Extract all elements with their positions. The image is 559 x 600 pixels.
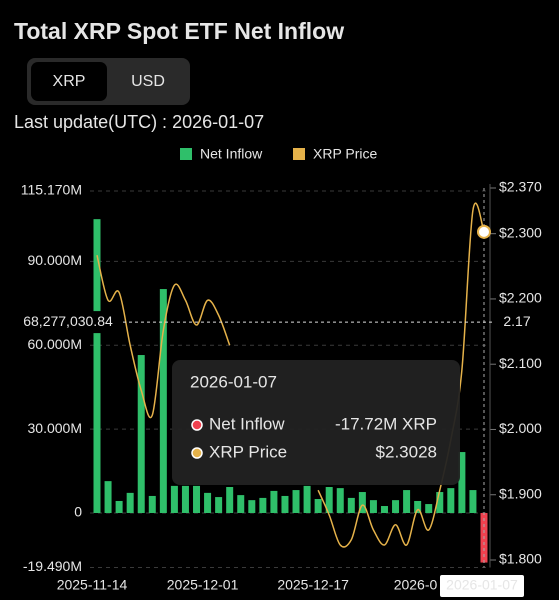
bar [403,490,411,514]
crosshair-label-bg [15,311,122,334]
y2-tick-label: $2.100 [499,355,542,371]
bar [115,500,123,514]
bar [314,499,322,514]
bar [458,452,466,514]
bar [380,506,388,514]
tab-active-bg [31,62,107,101]
y-tick-label: -19.490M [23,558,82,574]
tooltip-name: XRP Price [209,442,287,461]
bar [425,504,433,514]
y2-tick-label: $1.800 [499,551,542,567]
bar [292,490,300,514]
y2-tick-label: $1.900 [499,485,542,501]
bar [170,485,178,514]
bar [347,497,355,514]
legend-label: Net Inflow [200,146,263,162]
bar [336,488,344,514]
legend-swatch [180,148,192,160]
y2-tick-label: $2.200 [499,290,542,306]
y-tick-label: 90.000M [28,252,82,268]
bar [303,485,311,514]
crosshair-label-bg [493,311,543,334]
bar [281,495,289,514]
y-tick-label: 0 [74,504,82,520]
bar [137,355,145,514]
bar [226,487,234,514]
bar [215,497,223,514]
bar [159,289,167,514]
tab[interactable]: XRP [53,73,86,90]
legend-swatch [293,148,305,160]
last-update: Last update(UTC) : 2026-01-07 [14,112,264,132]
y-tick-label: 60.000M [28,336,82,352]
bar [181,485,189,514]
page-title: Total XRP Spot ETF Net Inflow [14,18,344,44]
price-point-highlight [476,224,491,239]
bar [270,490,278,514]
bar [469,490,477,514]
tooltip-value: -17.72M XRP [335,414,437,433]
x-tick-label: 2026-0 [394,577,438,593]
crosshair-y2-label: 2.17 [503,313,530,329]
tooltip-title: 2026-01-07 [190,372,277,391]
tooltip-dot [191,447,203,459]
bar [248,500,256,514]
bar [447,488,455,514]
y2-tick-label: $2.000 [499,420,542,436]
y2-tick-label: $2.370 [499,179,542,195]
bar [414,500,422,514]
crosshair-y-label: 68,277,030.84 [23,313,113,329]
bar [126,492,134,514]
y2-tick-label: $2.300 [499,224,542,240]
bar [204,492,212,514]
bar [93,219,101,514]
x-tick-label: 2026-01-07 [446,577,518,593]
bar [148,495,156,514]
y-tick-label: 30.000M [28,420,82,436]
x-tick-label: 2025-11-14 [57,577,128,593]
bar [193,485,201,514]
bar [369,500,377,514]
bar [436,492,444,514]
price-line [96,202,485,548]
bar [237,495,245,514]
tab[interactable]: USD [131,73,165,90]
bar [358,492,366,514]
legend-label: XRP Price [313,146,378,162]
y-tick-label: 115.170M [21,182,82,198]
bar [325,487,333,514]
tooltip [172,360,460,485]
bar [259,497,267,514]
bar [392,500,400,514]
tooltip-dot [191,419,203,431]
x-label-highlight-bg [439,575,524,597]
bar [104,481,112,514]
x-tick-label: 2025-12-17 [277,577,349,593]
tooltip-value: $2.3028 [376,442,437,461]
x-tick-label: 2025-12-01 [167,577,239,593]
tooltip-name: Net Inflow [209,414,285,433]
